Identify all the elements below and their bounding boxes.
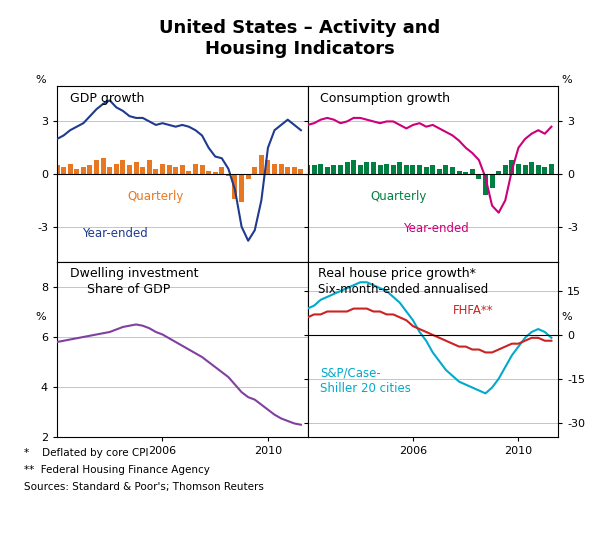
- Bar: [55, 165, 59, 174]
- Text: **  Federal Housing Finance Agency: ** Federal Housing Finance Agency: [24, 465, 210, 475]
- Bar: [391, 165, 396, 174]
- Bar: [147, 160, 152, 174]
- Bar: [311, 165, 317, 174]
- Bar: [121, 160, 125, 174]
- Bar: [457, 170, 461, 174]
- Text: %: %: [562, 75, 572, 85]
- Bar: [219, 167, 224, 174]
- Bar: [167, 165, 172, 174]
- Text: Quarterly: Quarterly: [370, 190, 427, 203]
- Bar: [463, 172, 468, 174]
- Text: United States – Activity and
Housing Indicators: United States – Activity and Housing Ind…: [160, 19, 440, 58]
- Bar: [252, 167, 257, 174]
- Bar: [549, 164, 554, 174]
- Bar: [430, 165, 435, 174]
- Bar: [81, 167, 86, 174]
- Bar: [443, 165, 448, 174]
- Bar: [384, 164, 389, 174]
- Text: %: %: [35, 75, 46, 85]
- Bar: [450, 167, 455, 174]
- Bar: [476, 174, 481, 179]
- Bar: [358, 165, 363, 174]
- Bar: [509, 160, 514, 174]
- Text: Sources: Standard & Poor's; Thomson Reuters: Sources: Standard & Poor's; Thomson Reut…: [24, 482, 264, 492]
- Text: Consumption growth: Consumption growth: [320, 91, 450, 105]
- Bar: [245, 174, 251, 179]
- Bar: [397, 162, 402, 174]
- Bar: [127, 165, 132, 174]
- Bar: [285, 167, 290, 174]
- Bar: [364, 162, 370, 174]
- Bar: [490, 174, 494, 188]
- Bar: [193, 164, 198, 174]
- Text: S&P/Case-
Shiller 20 cities: S&P/Case- Shiller 20 cities: [320, 367, 411, 394]
- Bar: [377, 165, 383, 174]
- Bar: [523, 165, 527, 174]
- Bar: [503, 165, 508, 174]
- Text: GDP growth: GDP growth: [70, 91, 144, 105]
- Text: Quarterly: Quarterly: [127, 190, 184, 203]
- Bar: [154, 169, 158, 174]
- Bar: [114, 164, 119, 174]
- Text: Dwelling investment: Dwelling investment: [70, 267, 198, 280]
- Bar: [200, 165, 205, 174]
- Text: Real house price growth*: Real house price growth*: [317, 267, 475, 280]
- Bar: [437, 169, 442, 174]
- Bar: [265, 160, 271, 174]
- Bar: [424, 167, 428, 174]
- Text: Year-ended: Year-ended: [403, 222, 469, 235]
- Bar: [74, 169, 79, 174]
- Bar: [404, 165, 409, 174]
- Bar: [259, 155, 264, 174]
- Bar: [160, 164, 165, 174]
- Text: *    Deflated by core CPI: * Deflated by core CPI: [24, 448, 149, 458]
- Bar: [351, 160, 356, 174]
- Bar: [88, 165, 92, 174]
- Bar: [272, 164, 277, 174]
- Bar: [101, 158, 106, 174]
- Text: Share of GDP: Share of GDP: [87, 283, 170, 296]
- Bar: [94, 160, 99, 174]
- Text: FHFA**: FHFA**: [453, 305, 493, 317]
- Bar: [187, 170, 191, 174]
- Text: %: %: [562, 312, 572, 322]
- Bar: [206, 170, 211, 174]
- Bar: [470, 169, 475, 174]
- Bar: [173, 167, 178, 174]
- Bar: [338, 165, 343, 174]
- Bar: [344, 162, 350, 174]
- Bar: [496, 170, 501, 174]
- Bar: [278, 164, 284, 174]
- Bar: [134, 162, 139, 174]
- Bar: [325, 167, 330, 174]
- Bar: [371, 162, 376, 174]
- Bar: [232, 174, 238, 199]
- Bar: [180, 165, 185, 174]
- Bar: [140, 167, 145, 174]
- Bar: [331, 165, 337, 174]
- Bar: [516, 164, 521, 174]
- Bar: [542, 167, 547, 174]
- Text: Six-month-ended annualised: Six-month-ended annualised: [317, 283, 488, 296]
- Bar: [483, 174, 488, 195]
- Bar: [68, 164, 73, 174]
- Text: Year-ended: Year-ended: [82, 227, 148, 240]
- Text: %: %: [35, 312, 46, 322]
- Bar: [213, 172, 218, 174]
- Bar: [417, 165, 422, 174]
- Bar: [529, 162, 534, 174]
- Bar: [536, 165, 541, 174]
- Bar: [298, 169, 304, 174]
- Bar: [305, 165, 310, 174]
- Bar: [410, 165, 415, 174]
- Bar: [239, 174, 244, 202]
- Bar: [318, 164, 323, 174]
- Bar: [226, 174, 231, 176]
- Bar: [292, 167, 297, 174]
- Bar: [61, 167, 66, 174]
- Bar: [107, 167, 112, 174]
